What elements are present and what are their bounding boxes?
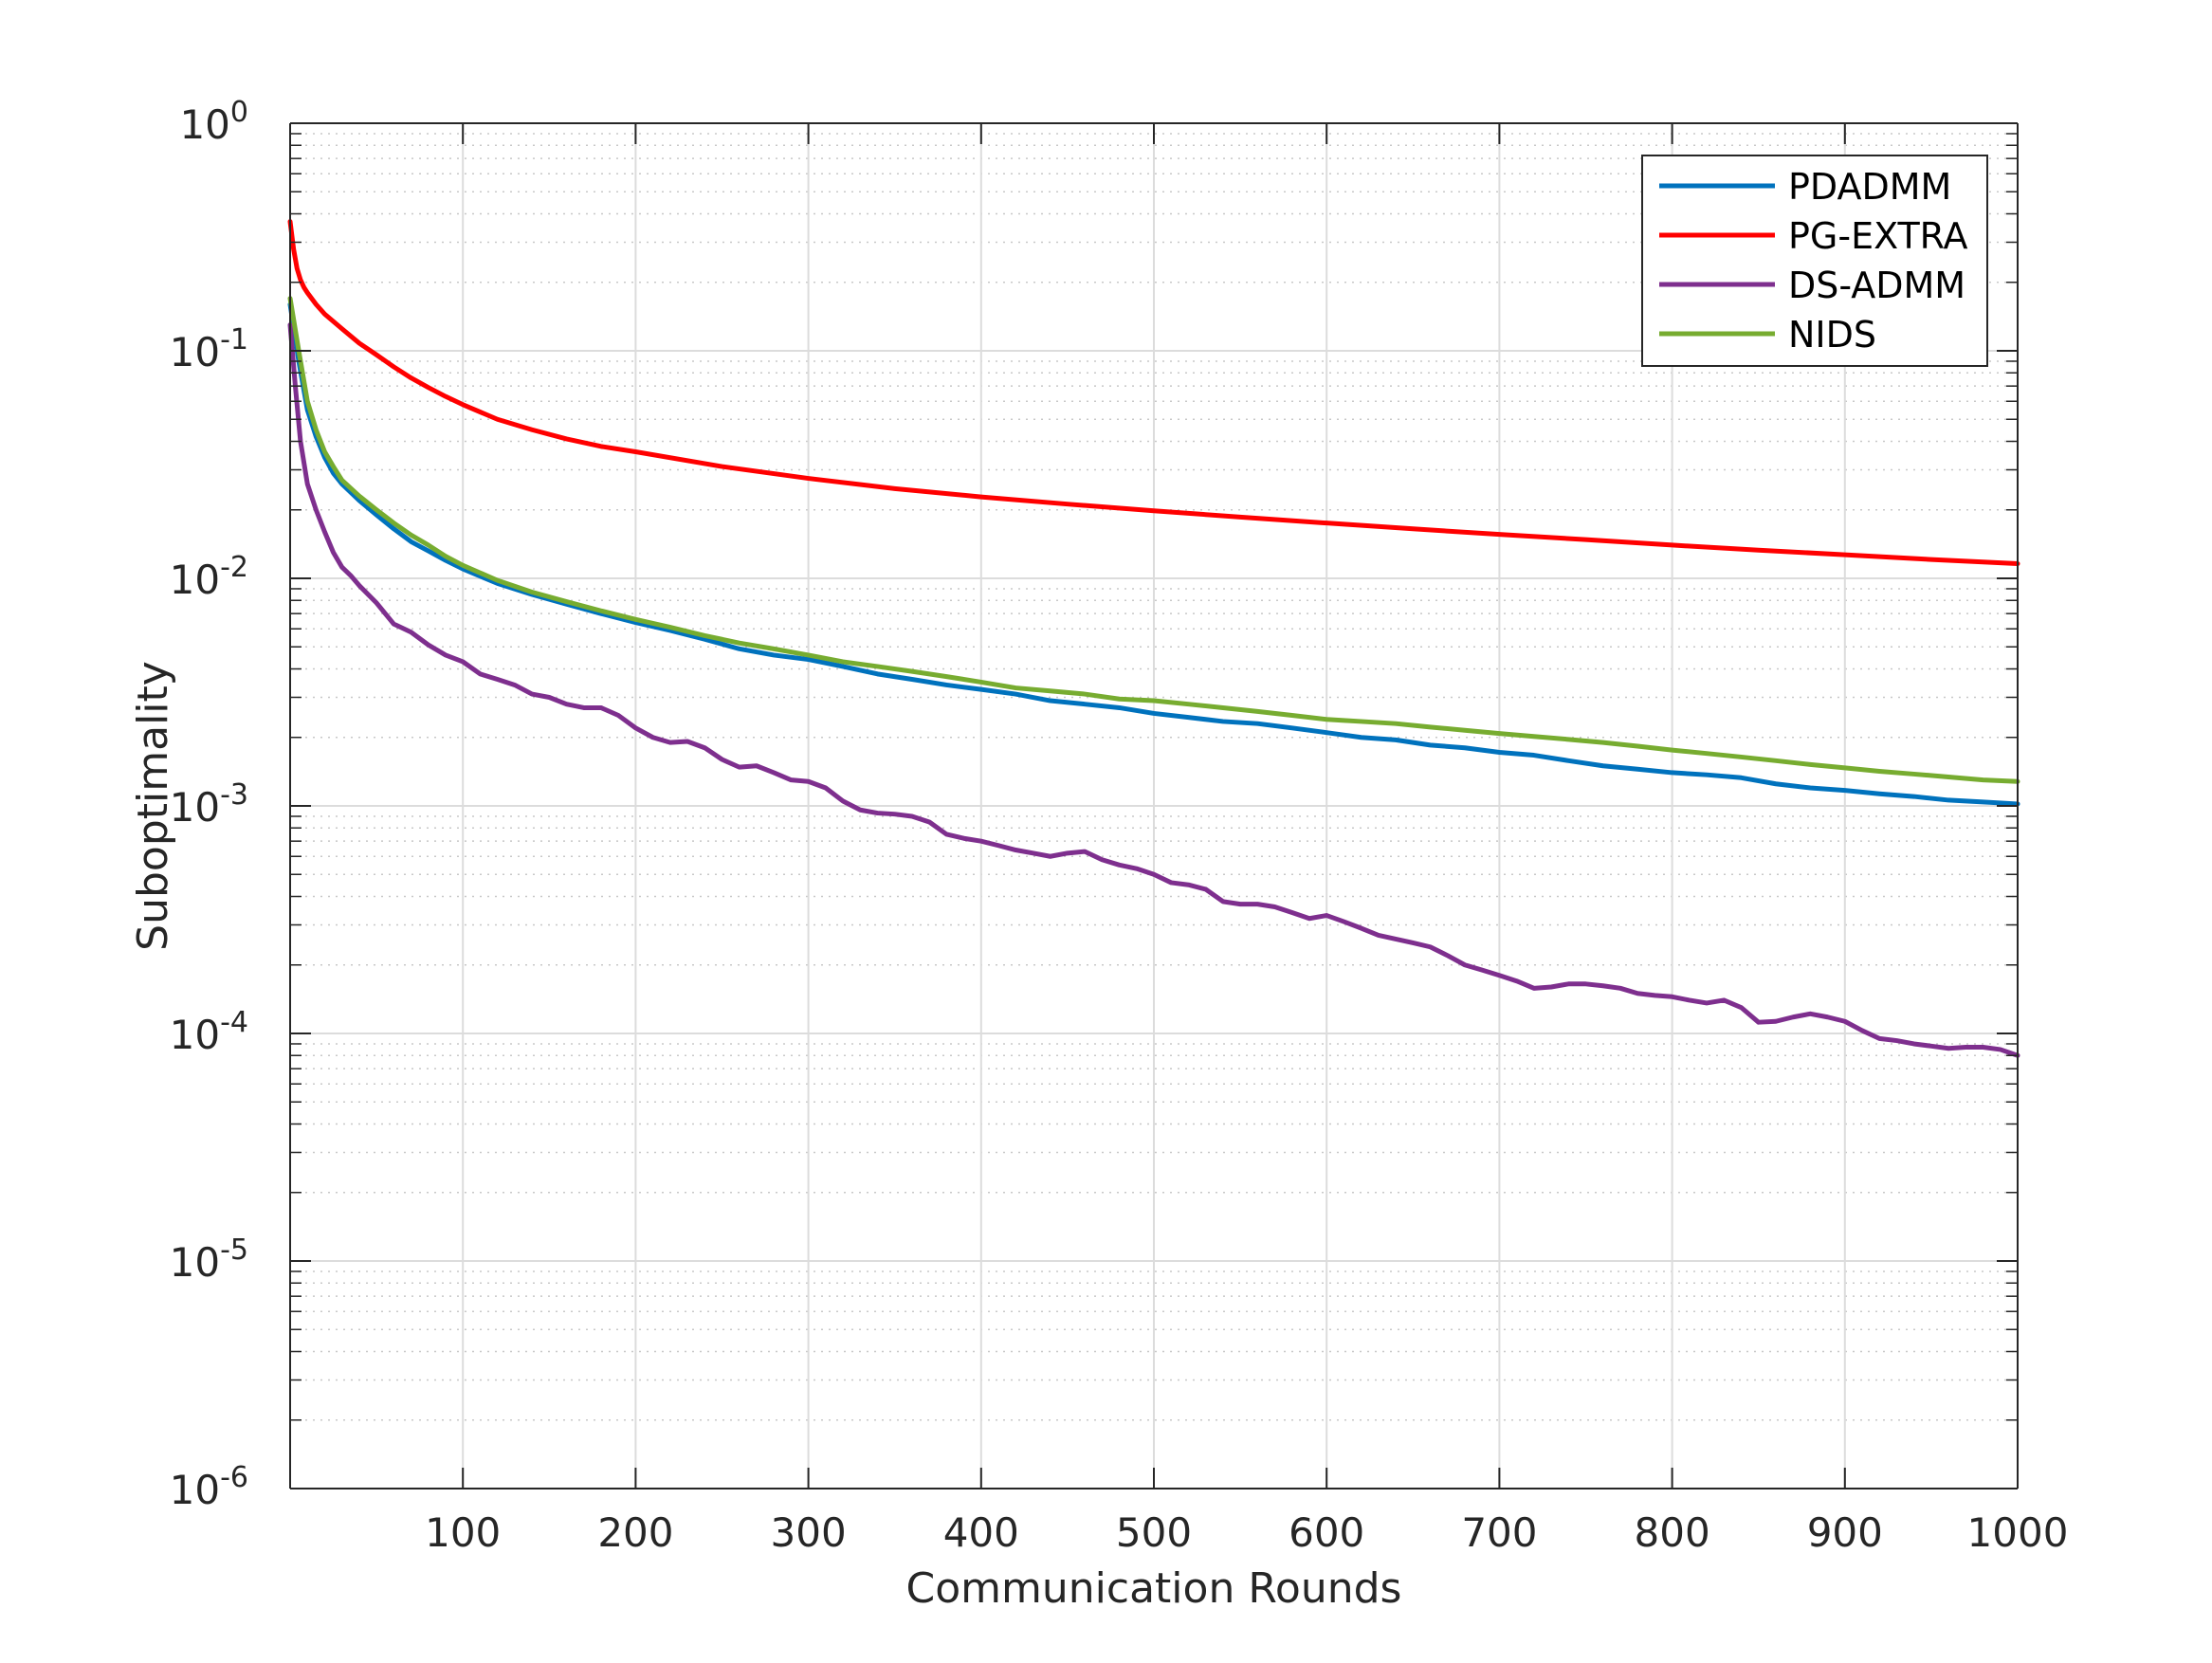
x-tick-label: 300: [771, 1509, 847, 1556]
x-tick-label: 1000: [1967, 1509, 2069, 1556]
y-tick-label: 10-4: [170, 1006, 248, 1058]
y-tick-label: 100: [179, 96, 248, 148]
series-line-ds-admm: [287, 322, 2020, 1058]
legend-items: PDADMM PG-EXTRA DS-ADMM NIDS: [1659, 166, 1968, 356]
x-tick-label: 500: [1116, 1509, 1192, 1556]
x-tick-label: 200: [597, 1509, 673, 1556]
x-tick-label: 800: [1635, 1509, 1710, 1556]
x-tick-label: 900: [1807, 1509, 1883, 1556]
y-tick-label: 10-6: [170, 1461, 248, 1513]
x-axis-label: Communication Rounds: [906, 1564, 1402, 1613]
y-tick-label: 10-3: [170, 778, 248, 831]
y-axis-label: Suboptimality: [129, 661, 177, 951]
y-tick-label: 10-1: [170, 323, 248, 375]
legend-label-pg-extra: PG-EXTRA: [1788, 215, 1968, 257]
x-tick-labels: 100 200 300 400 500 600 700 800 900 1000: [425, 1509, 2068, 1556]
x-tick-label: 600: [1289, 1509, 1364, 1556]
x-tick-label: 100: [425, 1509, 501, 1556]
legend-box: [1641, 155, 1988, 367]
legend-label-pdadmm: PDADMM: [1788, 166, 1951, 208]
x-tick-label: 400: [943, 1509, 1019, 1556]
legend: PDADMM PG-EXTRA DS-ADMM NIDS: [1641, 155, 1988, 367]
y-tick-label: 10-5: [170, 1234, 248, 1286]
legend-label-ds-admm: DS-ADMM: [1788, 265, 1965, 306]
axes-layer: [289, 122, 2019, 1489]
series-layer: [287, 219, 2020, 1058]
series-line-pdadmm: [287, 302, 2020, 807]
x-tick-label: 700: [1461, 1509, 1537, 1556]
y-tick-labels: 100 10-1 10-2 10-3 10-4 10-5 10-6: [170, 96, 248, 1513]
legend-label-nids: NIDS: [1788, 314, 1876, 356]
y-tick-label: 10-2: [170, 551, 248, 603]
series-line-pg-extra: [287, 219, 2020, 567]
series-line-nids: [287, 296, 2020, 784]
